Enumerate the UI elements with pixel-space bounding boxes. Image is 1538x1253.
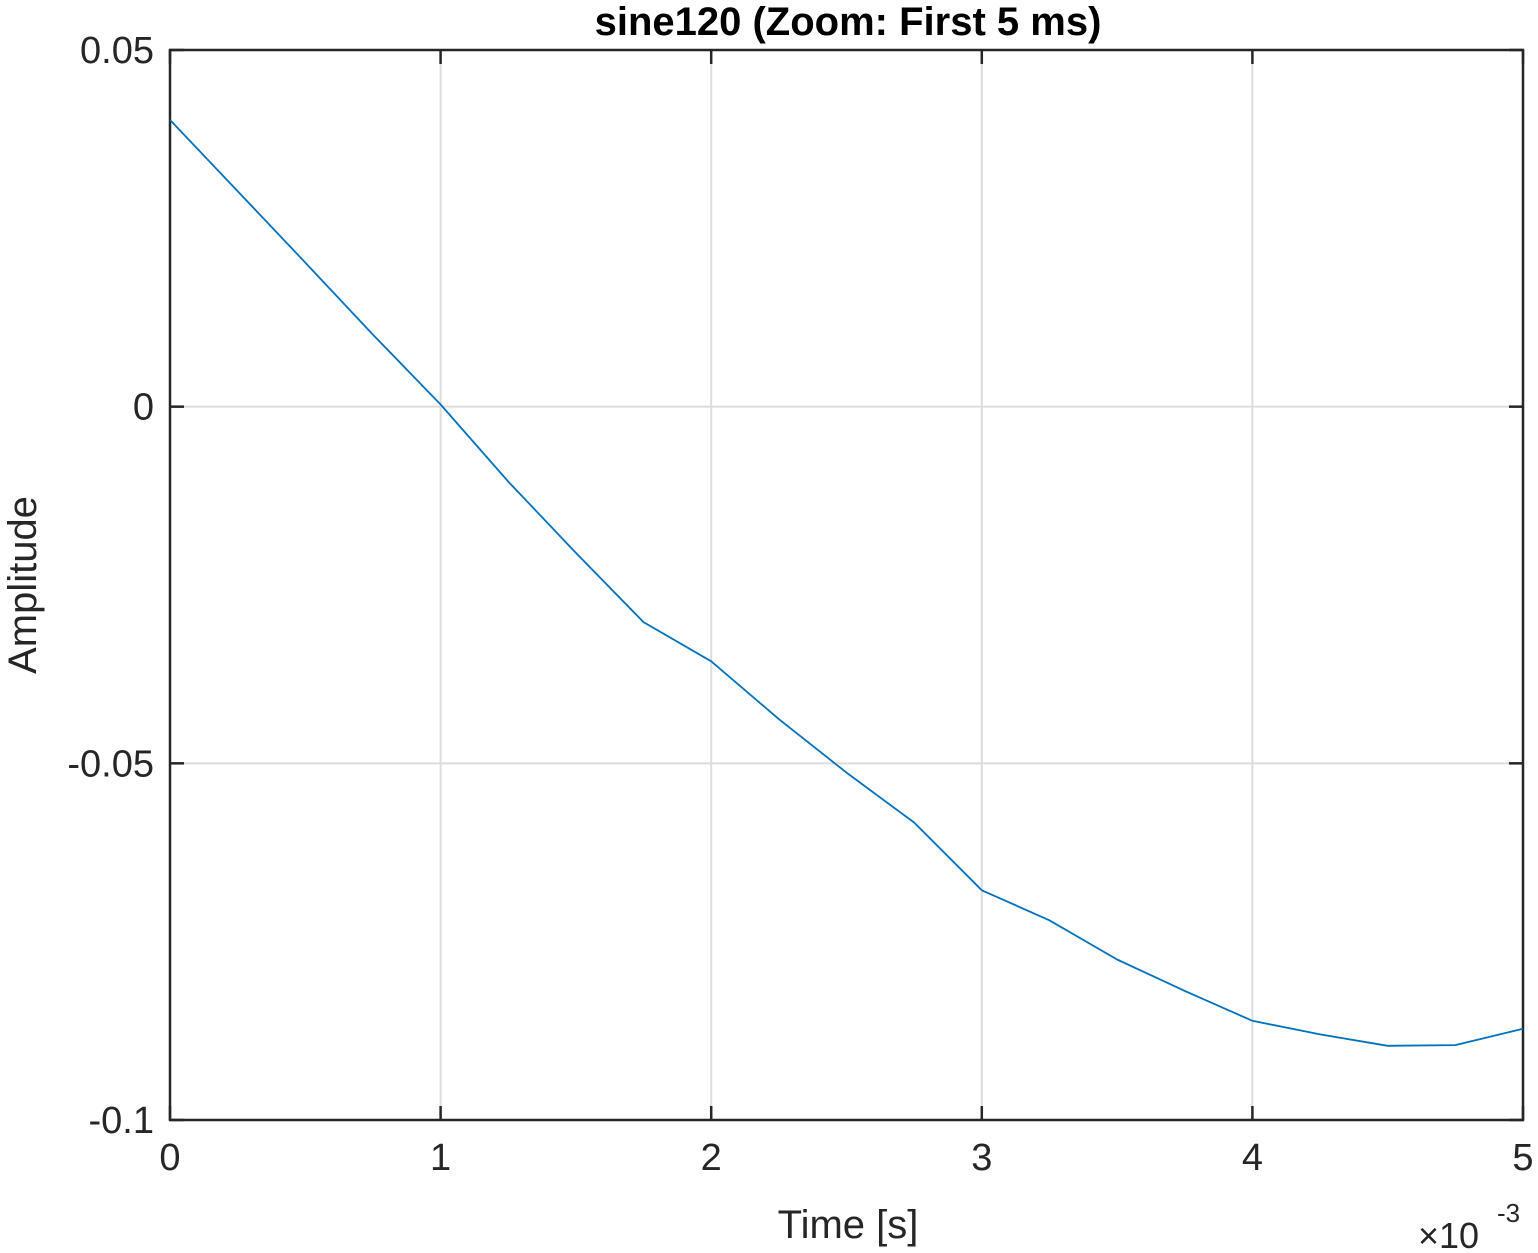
grid-lines (169, 49, 1524, 1121)
plot-area-frame (168, 48, 1525, 1122)
x-tick-label: 5 (1512, 1137, 1533, 1179)
x-exponent-base: ×10 (1418, 1215, 1479, 1253)
x-axis-exponent: ×10 -3 (1418, 1198, 1520, 1253)
x-exponent-power: -3 (1497, 1198, 1520, 1228)
y-axis-label: Amplitude (1, 496, 45, 674)
axis-ticks (168, 48, 1525, 1122)
series-layer (169, 119, 1524, 1047)
x-tick-label: 0 (159, 1137, 180, 1179)
y-tick-label: 0 (133, 387, 154, 429)
x-tick-label: 1 (430, 1137, 451, 1179)
y-tick-label: -0.1 (89, 1100, 154, 1142)
y-tick-label: 0.05 (80, 30, 154, 72)
x-tick-label: 3 (971, 1137, 992, 1179)
x-tick-label: 2 (701, 1137, 722, 1179)
y-tick-label: -0.05 (67, 743, 154, 785)
x-axis-label: Time [s] (778, 1203, 919, 1247)
x-tick-label: 4 (1242, 1137, 1263, 1179)
series-line (169, 119, 1524, 1047)
chart-title: sine120 (Zoom: First 5 ms) (595, 0, 1102, 44)
tick-labels: 0 1 2 3 4 5 0.05 0 -0.05 -0.1 (67, 30, 1533, 1179)
